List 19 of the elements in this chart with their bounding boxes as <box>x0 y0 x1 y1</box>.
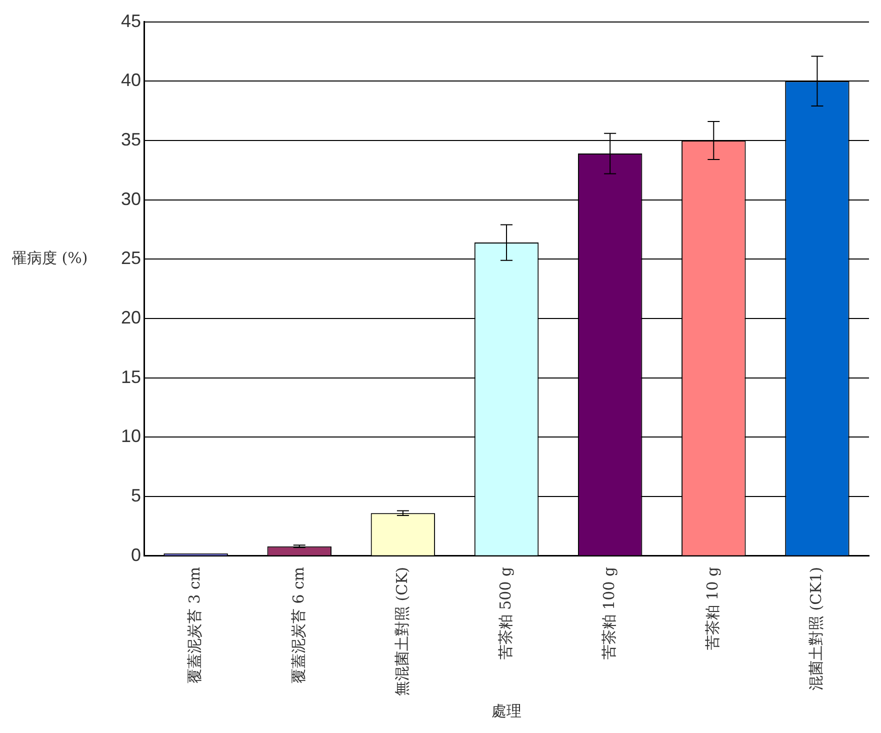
x-axis-title: 處理 <box>492 702 522 720</box>
x-tick-label: 覆蓋泥炭苔 3 cm <box>186 566 204 684</box>
y-axis-title: 罹病度 (%) <box>11 249 88 268</box>
y-tick-label: 0 <box>131 544 142 565</box>
y-tick-label: 45 <box>120 10 142 31</box>
y-tick-label: 30 <box>120 188 142 209</box>
y-tick-label: 35 <box>120 129 142 150</box>
y-tick-label: 40 <box>120 70 142 90</box>
y-tick-label: 20 <box>120 307 142 328</box>
x-tick-label: 混菌土對照 (CK1) <box>807 566 826 691</box>
x-tick-label: 苦茶粕 500 g <box>496 566 514 660</box>
x-tick-label: 覆蓋泥炭苔 6 cm <box>289 566 308 684</box>
y-tick-label: 10 <box>120 426 142 446</box>
y-tick-label: 25 <box>120 248 142 268</box>
y-tick-label: 5 <box>131 485 142 506</box>
x-tick-label: 苦茶粕 10 g <box>704 566 722 650</box>
y-tick-label: 15 <box>120 366 142 387</box>
x-tick-label: 苦茶粕 100 g <box>600 566 618 660</box>
x-tick-label: 無混菌土對照 (CK) <box>392 566 411 696</box>
